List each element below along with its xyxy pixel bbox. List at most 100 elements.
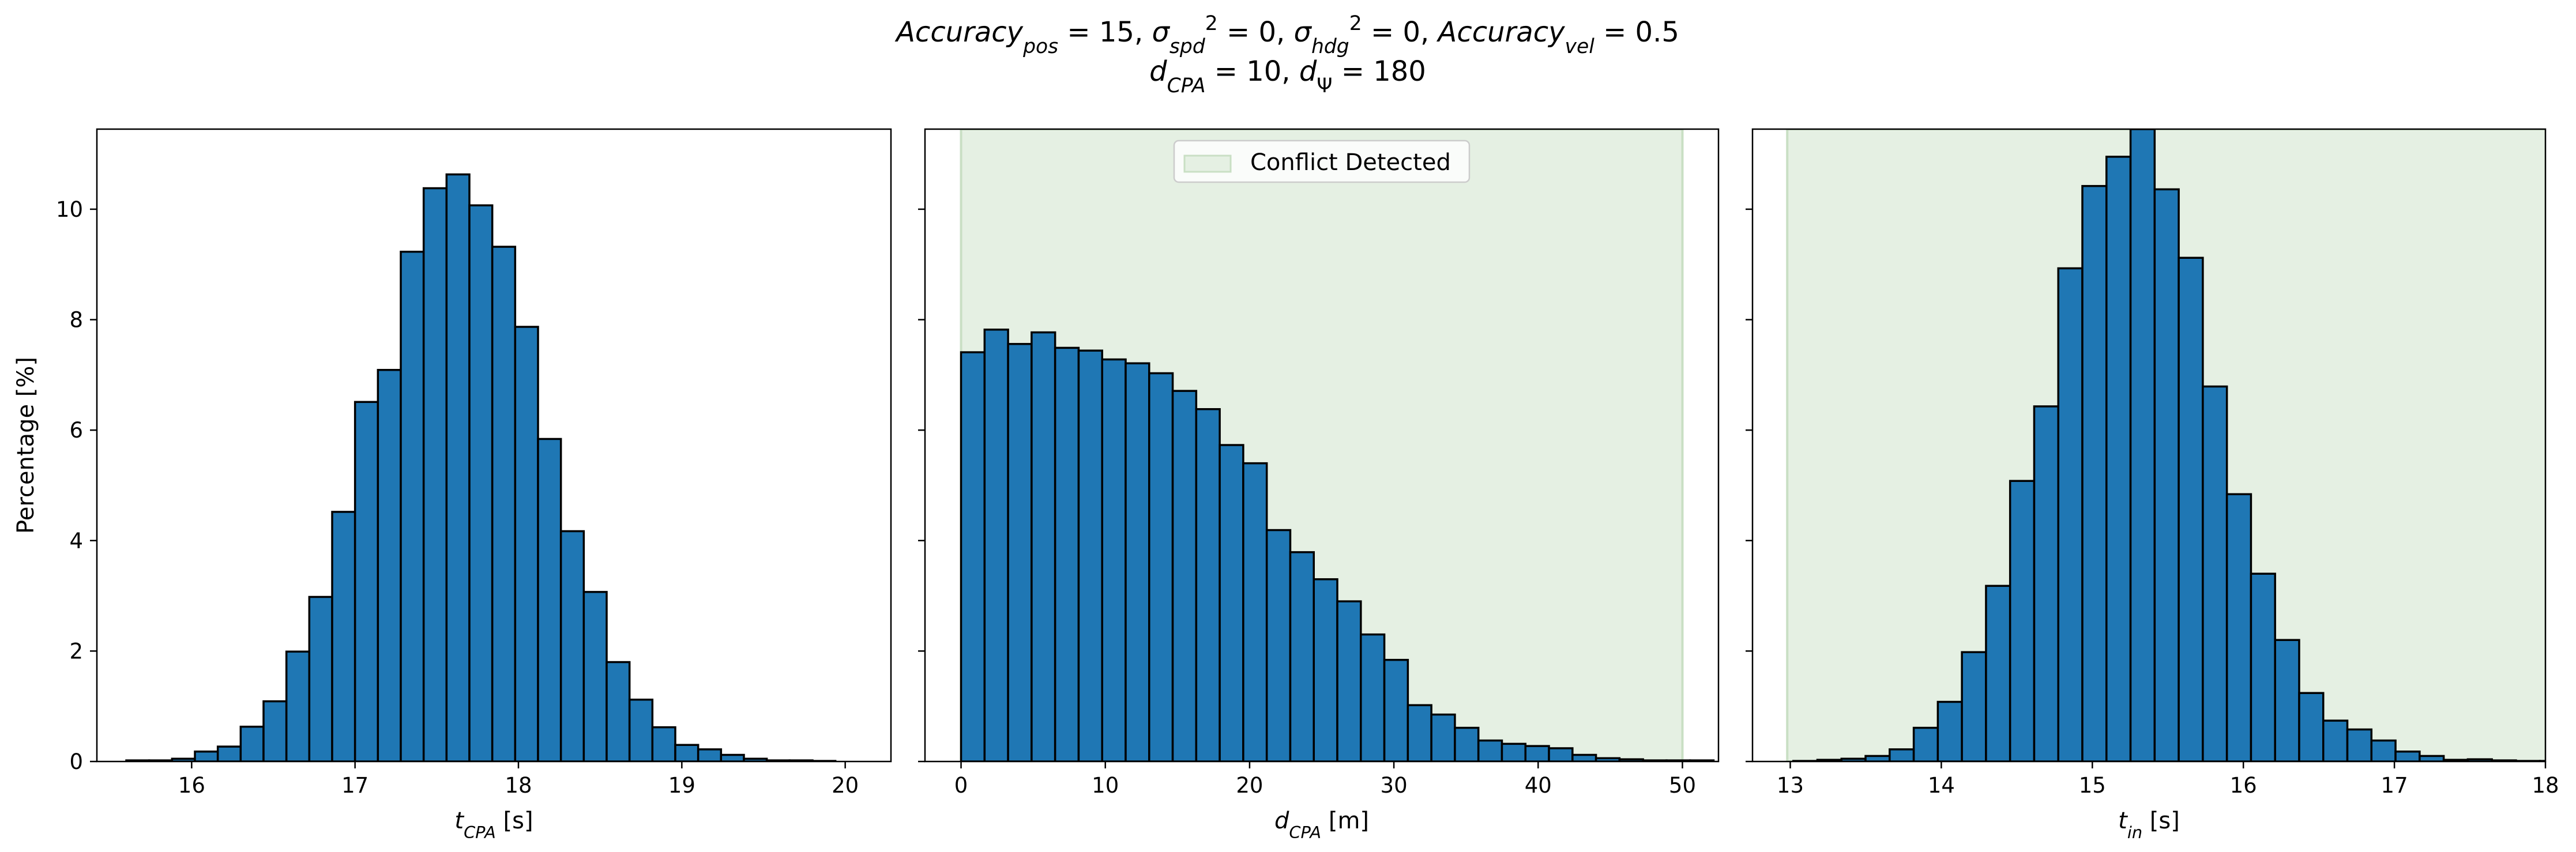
x-tick-label: 16: [2230, 773, 2257, 798]
histogram-bar: [582, 591, 608, 761]
x-tick-label: 18: [505, 773, 532, 798]
histogram-bar: [216, 745, 242, 761]
legend: Conflict Detected: [1173, 140, 1471, 183]
histogram-bar: [651, 726, 676, 761]
x-tick-label: 13: [1777, 773, 1804, 798]
histogram-bar: [1125, 362, 1150, 761]
histogram-bar: [1864, 755, 1891, 761]
histogram-bar: [2081, 184, 2108, 761]
tin-x-axis-label: tin [s]: [2118, 808, 2180, 842]
histogram-bar: [2298, 692, 2325, 761]
histogram-bar: [422, 187, 448, 761]
x-tick-label: 40: [1525, 773, 1552, 798]
histogram-bar: [285, 650, 311, 761]
y-tick-label: 10: [56, 197, 83, 222]
histogram-bar: [1265, 529, 1292, 761]
histogram-bar: [1889, 748, 1915, 761]
histogram-bar: [697, 748, 723, 761]
histogram-bar: [1101, 358, 1127, 761]
histogram-bar: [468, 204, 494, 761]
histogram-bar: [2202, 385, 2228, 761]
histogram-bar: [2346, 728, 2373, 761]
histogram-bar: [1219, 444, 1244, 761]
histogram-bar: [2153, 188, 2180, 761]
histogram-bar: [491, 246, 517, 761]
x-tick-label: 19: [668, 773, 695, 798]
x-tick-label: 50: [1669, 773, 1696, 798]
dcpa-plot-area: [960, 129, 1715, 761]
tcpa-axes-frame: [96, 128, 892, 763]
histogram-bar: [377, 368, 402, 761]
histogram-bar: [1313, 578, 1338, 761]
histogram-bar: [514, 326, 539, 761]
legend-swatch: [1183, 154, 1232, 173]
dcpa-axes-frame: [924, 128, 1720, 763]
tin-axes-frame: [1751, 128, 2547, 763]
histogram-bar: [559, 530, 585, 761]
histogram-bar: [720, 753, 745, 761]
y-tick-label: 0: [69, 749, 83, 774]
histogram-bar: [1336, 600, 1362, 761]
x-tick-label: 18: [2532, 773, 2559, 798]
histogram-bar: [1148, 372, 1174, 761]
x-tick-label: 16: [178, 773, 205, 798]
histogram-bar: [262, 700, 288, 761]
histogram-bar: [1501, 742, 1527, 761]
histogram-bar: [1195, 408, 1221, 761]
histogram-bar: [606, 661, 631, 761]
figure-title: Accuracypos = 15, σspd2 = 0, σhdg2 = 0, …: [894, 12, 1679, 97]
histogram-bar: [674, 744, 700, 761]
legend-box: [1173, 140, 1471, 183]
histogram-bar: [1054, 346, 1080, 761]
legend-label: Conflict Detected: [1250, 149, 1451, 176]
histogram-bar: [537, 438, 562, 761]
histogram-bar: [354, 401, 379, 761]
histogram-bar: [1031, 331, 1056, 761]
histogram-bar: [1077, 349, 1103, 761]
histogram-bar: [1571, 753, 1597, 761]
histogram-bar: [983, 329, 1009, 761]
histogram-bar: [2057, 267, 2084, 761]
histogram-bar: [2178, 257, 2204, 761]
x-tick-label: 17: [341, 773, 368, 798]
histogram-bar: [2394, 751, 2421, 761]
tin-plot-area: [1786, 129, 2545, 761]
histogram-bar: [1524, 745, 1550, 761]
x-tick-label: 15: [2079, 773, 2106, 798]
histogram-bar: [1912, 726, 1939, 761]
histogram-bar: [2225, 493, 2252, 761]
histogram-bar: [308, 595, 333, 761]
y-axis-label: Percentage [%]: [13, 357, 39, 534]
tcpa-plot-area: [125, 173, 837, 761]
histogram-bar: [1360, 633, 1386, 761]
y-tick-label: 6: [69, 418, 83, 443]
histogram-bar: [239, 725, 265, 761]
histogram-bar: [331, 511, 356, 761]
y-tick-label: 4: [69, 529, 83, 553]
histogram-bar: [2105, 156, 2132, 761]
histogram-bar: [1383, 658, 1409, 761]
histogram-bar: [400, 250, 425, 761]
histogram-bar: [2009, 480, 2036, 761]
histogram-bar: [2370, 739, 2397, 761]
histogram-bar: [2129, 129, 2156, 761]
histogram-bar: [1454, 726, 1480, 761]
histogram-bar: [1936, 700, 1963, 761]
histogram-bar: [1289, 551, 1315, 761]
histogram-bar: [1477, 739, 1503, 761]
histogram-bar: [1985, 585, 2011, 761]
histogram-bar: [194, 751, 219, 761]
histogram-bar: [2250, 572, 2276, 761]
dcpa-x-axis-label: dCPA [m]: [1274, 808, 1369, 842]
histogram-bar: [1548, 747, 1574, 761]
y-tick-label: 2: [69, 639, 83, 663]
x-tick-label: 20: [1236, 773, 1263, 798]
x-tick-label: 30: [1381, 773, 1408, 798]
x-tick-label: 17: [2381, 773, 2408, 798]
tcpa-x-axis-label: tCPA [s]: [454, 808, 533, 842]
tin-histogram-panel: 13 14 15 16 17 18 tin [s]: [1746, 128, 2559, 842]
title-line-2: dCPA = 10, dΨ = 180: [1149, 55, 1426, 97]
histogram-bar: [628, 698, 654, 761]
dcpa-histogram-panel: 0 10 20 30 40 50 dCPA [m] Conflict Detected: [918, 128, 1720, 842]
